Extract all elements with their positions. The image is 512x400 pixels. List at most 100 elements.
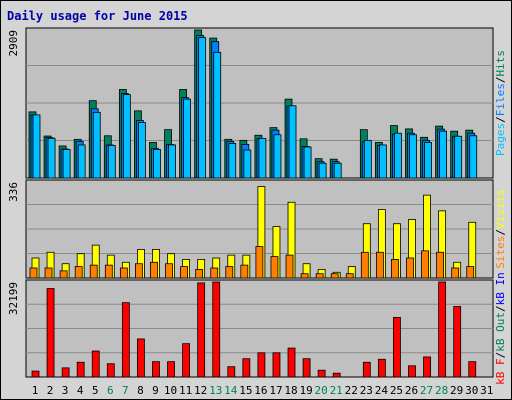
bar-pages-day-7 xyxy=(122,94,131,179)
bar-pages-day-11 xyxy=(183,98,192,179)
bar-pages-day-20 xyxy=(318,162,327,179)
bar-pages-day-8 xyxy=(138,122,146,179)
bar-sites-day-13 xyxy=(210,267,219,279)
x-label-day-22: 22 xyxy=(345,384,358,397)
bar-kb-f-day-13 xyxy=(212,281,221,378)
x-label-day-30: 30 xyxy=(465,384,478,397)
x-label-day-18: 18 xyxy=(284,384,297,397)
panel-visits-y-max: 336 xyxy=(7,182,20,202)
x-label-day-6: 6 xyxy=(107,384,114,397)
bar-sites-day-17 xyxy=(270,256,279,279)
x-label-day-28: 28 xyxy=(435,384,448,397)
x-label-day-4: 4 xyxy=(77,384,84,397)
bar-kb-f-day-7 xyxy=(121,302,130,378)
bar-sites-day-29 xyxy=(451,267,460,279)
x-label-day-26: 26 xyxy=(405,384,418,397)
chart-title: Daily usage for June 2015 xyxy=(7,9,188,23)
bar-pages-day-25 xyxy=(394,132,402,179)
bar-kb-f-day-6 xyxy=(106,363,115,378)
x-label-day-11: 11 xyxy=(179,384,192,397)
bar-pages-day-1 xyxy=(32,114,41,179)
panel-kb-legend: kB F/kB Out/kB In xyxy=(494,272,507,385)
x-label-day-8: 8 xyxy=(137,384,144,397)
bar-sites-day-15 xyxy=(240,264,249,279)
bar-sites-day-27 xyxy=(421,250,429,279)
x-label-day-9: 9 xyxy=(152,384,159,397)
bar-kb-f-day-1 xyxy=(31,370,40,378)
x-label-day-14: 14 xyxy=(224,384,238,397)
panel-hits-y-max: 2909 xyxy=(7,30,20,57)
bar-kb-f-day-20 xyxy=(317,369,326,378)
x-label-day-5: 5 xyxy=(92,384,99,397)
bar-sites-day-5 xyxy=(89,264,98,279)
bar-sites-day-19 xyxy=(300,273,309,279)
bar-kb-f-day-23 xyxy=(362,361,371,378)
bar-sites-day-2 xyxy=(44,267,53,279)
bar-sites-day-16 xyxy=(255,246,264,279)
bar-kb-f-day-9 xyxy=(152,361,160,378)
bar-sites-day-7 xyxy=(119,267,128,279)
x-label-day-15: 15 xyxy=(239,384,252,397)
x-label-day-2: 2 xyxy=(47,384,54,397)
bar-pages-day-21 xyxy=(333,162,342,179)
bar-sites-day-8 xyxy=(135,263,143,279)
bar-sites-day-21 xyxy=(330,273,339,279)
bar-sites-day-4 xyxy=(74,266,83,279)
bars xyxy=(28,29,478,378)
x-label-day-25: 25 xyxy=(390,384,403,397)
bar-kb-f-day-17 xyxy=(272,352,281,378)
x-label-day-10: 10 xyxy=(164,384,177,397)
x-label-day-7: 7 xyxy=(122,384,129,397)
x-label-day-27: 27 xyxy=(420,384,433,397)
bar-pages-day-13 xyxy=(213,51,222,179)
bar-kb-f-day-15 xyxy=(242,358,251,378)
bar-sites-day-18 xyxy=(285,254,294,279)
bar-sites-day-23 xyxy=(360,251,369,279)
x-label-day-17: 17 xyxy=(269,384,282,397)
bar-pages-day-26 xyxy=(409,134,417,179)
bar-pages-day-2 xyxy=(47,137,56,179)
bar-kb-f-day-27 xyxy=(423,356,431,378)
bar-kb-f-day-12 xyxy=(197,282,206,378)
bar-sites-day-9 xyxy=(150,261,158,279)
bar-kb-f-day-26 xyxy=(408,365,416,378)
legend-kb-in: kB In xyxy=(494,272,507,305)
bar-kb-f-day-3 xyxy=(61,367,70,378)
bar-kb-f-day-19 xyxy=(302,358,311,378)
bar-kb-f-day-24 xyxy=(377,358,386,378)
bar-pages-day-5 xyxy=(92,111,101,179)
bar-pages-day-29 xyxy=(454,135,463,179)
x-label-day-19: 19 xyxy=(299,384,312,397)
bar-kb-f-day-5 xyxy=(91,350,100,378)
bar-kb-f-day-14 xyxy=(227,366,236,378)
bar-kb-f-day-2 xyxy=(46,288,55,378)
legend-pages: Pages xyxy=(494,123,507,156)
bar-pages-day-17 xyxy=(273,134,282,179)
x-axis-labels: 1 2 3 4 5 6 7 8 9 10 11 12 13 14 15 16 17 18 19 20 21 22 23 24 2… xyxy=(32,384,494,397)
bar-pages-day-12 xyxy=(198,37,207,179)
bar-pages-day-30 xyxy=(469,135,478,179)
bar-pages-day-14 xyxy=(228,143,237,179)
bar-sites-day-25 xyxy=(391,259,399,279)
bar-pages-day-18 xyxy=(288,105,297,179)
panel-visits-legend: Sites/Visits xyxy=(494,189,507,269)
x-label-day-13: 13 xyxy=(209,384,222,397)
bar-pages-day-19 xyxy=(303,146,312,179)
legend-hits: Hits xyxy=(494,50,507,77)
bar-sites-day-20 xyxy=(315,273,324,279)
bar-kb-f-day-16 xyxy=(257,352,266,378)
panel-hits-legend: Pages/Files/Hits xyxy=(494,50,507,156)
bar-kb-f-day-30 xyxy=(468,361,477,378)
bar-sites-day-22 xyxy=(345,273,354,279)
bar-pages-day-23 xyxy=(363,139,372,179)
x-label-day-23: 23 xyxy=(360,384,373,397)
legend-kb-out: kB Out xyxy=(494,312,507,352)
x-label-day-29: 29 xyxy=(450,384,463,397)
bar-pages-day-16 xyxy=(258,137,267,179)
bar-pages-day-15 xyxy=(243,149,252,179)
bar-kb-f-day-11 xyxy=(182,343,191,378)
panel-kb-y-max: 32199 xyxy=(7,282,20,315)
bar-sites-day-6 xyxy=(104,264,113,279)
bar-kb-f-day-29 xyxy=(453,306,462,378)
